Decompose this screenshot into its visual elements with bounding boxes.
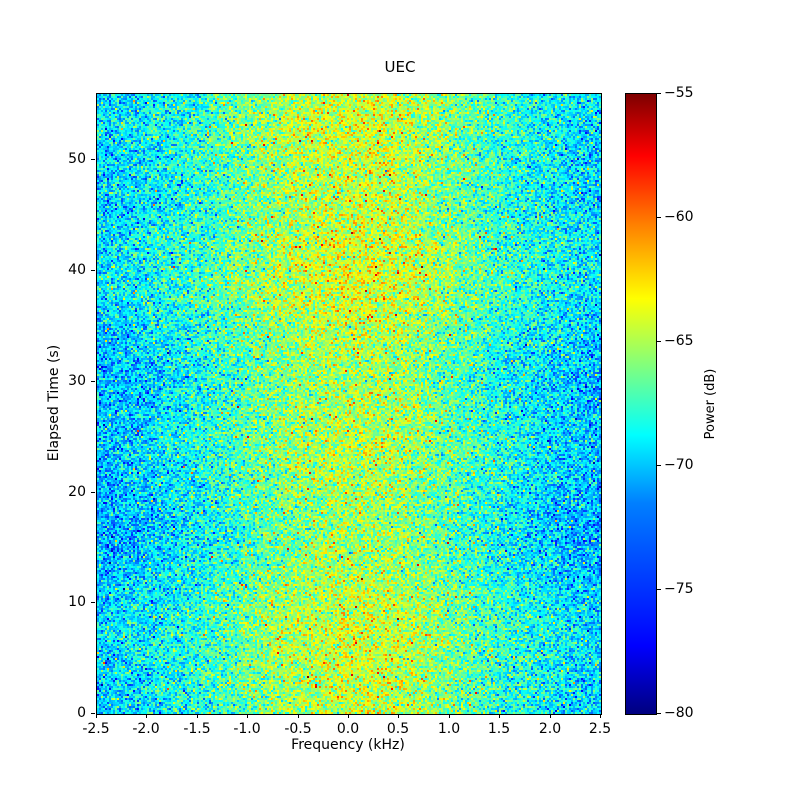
x-tick-label: -1.0 bbox=[233, 721, 261, 737]
y-tick-mark bbox=[91, 270, 95, 271]
title-station: UEC bbox=[384, 58, 416, 76]
colorbar-tick-mark bbox=[657, 589, 661, 590]
x-tick-mark bbox=[197, 714, 198, 718]
x-tick-label: -0.5 bbox=[284, 721, 312, 737]
y-tick-label: 30 bbox=[68, 373, 86, 389]
x-tick-mark bbox=[348, 714, 349, 718]
x-tick-mark bbox=[499, 714, 500, 718]
colorbar-tick-label: −80 bbox=[664, 705, 694, 721]
x-tick-label: -2.0 bbox=[132, 721, 160, 737]
y-tick-mark bbox=[91, 381, 95, 382]
spectrogram-image bbox=[97, 94, 601, 714]
y-tick-label: 20 bbox=[68, 484, 86, 500]
x-tick-label: 0.5 bbox=[386, 721, 410, 737]
x-tick-mark bbox=[298, 714, 299, 718]
colorbar-tick-mark bbox=[657, 713, 661, 714]
x-tick-label: 2.0 bbox=[538, 721, 562, 737]
y-tick-label: 0 bbox=[77, 705, 86, 721]
y-tick-mark bbox=[91, 492, 95, 493]
colorbar-tick-mark bbox=[657, 341, 661, 342]
colorbar-tick-label: −70 bbox=[664, 457, 694, 473]
x-tick-label: 1.0 bbox=[437, 721, 461, 737]
colorbar-tick-label: −60 bbox=[664, 209, 694, 225]
colorbar-tick-label: −55 bbox=[664, 85, 694, 101]
colorbar-tick-mark bbox=[657, 465, 661, 466]
x-tick-mark bbox=[600, 714, 601, 718]
y-tick-mark bbox=[91, 159, 95, 160]
x-tick-mark bbox=[398, 714, 399, 718]
x-tick-mark bbox=[146, 714, 147, 718]
x-axis-label: Frequency (kHz) bbox=[291, 737, 405, 753]
colorbar-label: Power (dB) bbox=[703, 368, 718, 440]
x-tick-label: 2.5 bbox=[588, 721, 612, 737]
x-tick-mark bbox=[449, 714, 450, 718]
x-tick-label: 0.0 bbox=[336, 721, 360, 737]
y-axis-label: Elapsed Time (s) bbox=[46, 344, 62, 462]
colorbar-tick-mark bbox=[657, 217, 661, 218]
colorbar-tick-label: −75 bbox=[664, 581, 694, 597]
y-tick-label: 10 bbox=[68, 594, 86, 610]
x-tick-mark bbox=[247, 714, 248, 718]
x-tick-label: 1.5 bbox=[487, 721, 511, 737]
x-tick-mark bbox=[96, 714, 97, 718]
colorbar-tick-mark bbox=[657, 93, 661, 94]
x-tick-label: -2.5 bbox=[82, 721, 110, 737]
y-tick-label: 40 bbox=[68, 262, 86, 278]
y-tick-mark bbox=[91, 713, 95, 714]
colorbar-tick-label: −65 bbox=[664, 333, 694, 349]
spectrogram-axes bbox=[96, 93, 602, 715]
colorbar-gradient bbox=[626, 94, 656, 714]
x-tick-mark bbox=[550, 714, 551, 718]
colorbar bbox=[625, 93, 657, 715]
x-tick-label: -1.5 bbox=[183, 721, 211, 737]
y-tick-mark bbox=[91, 602, 95, 603]
y-tick-label: 50 bbox=[68, 151, 86, 167]
